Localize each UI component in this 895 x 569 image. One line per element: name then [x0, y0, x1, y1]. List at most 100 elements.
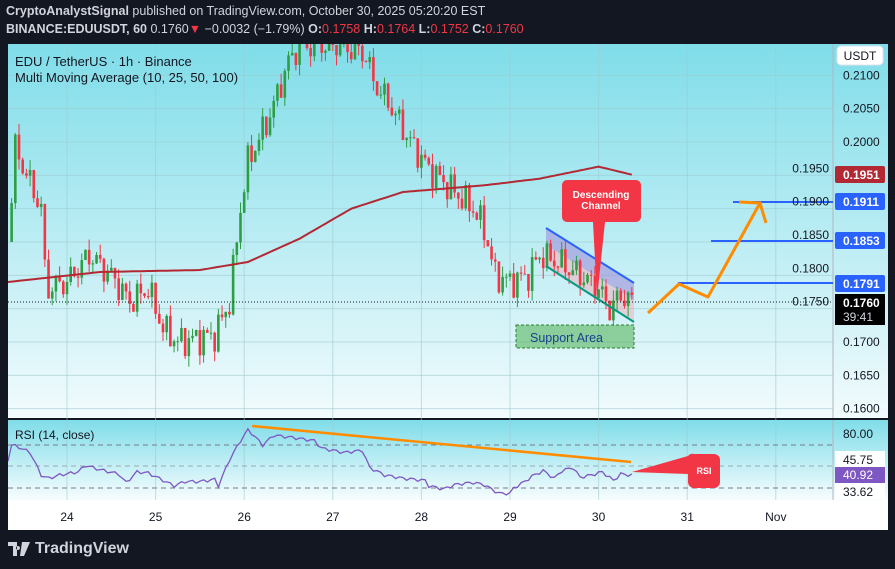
candle	[228, 311, 231, 315]
candle	[36, 198, 39, 208]
tradingview-logo[interactable]: TradingView	[8, 540, 129, 558]
candle	[21, 159, 24, 174]
level-tag-1	[835, 193, 885, 210]
projection-arrow[interactable]	[646, 202, 762, 315]
indicator-legend[interactable]: Multi Moving Average (10, 25, 50, 100)	[15, 70, 238, 85]
candle	[493, 259, 497, 262]
level-value-2: 0.1853	[843, 234, 880, 248]
channel-top-line[interactable]	[545, 227, 635, 284]
candle	[364, 61, 368, 63]
candle	[372, 57, 375, 82]
callout-text: Descending Channel	[573, 190, 630, 212]
support-area-box[interactable]	[515, 324, 635, 349]
rsi-divergence-line[interactable]	[251, 424, 632, 464]
candle	[575, 260, 578, 271]
candle	[497, 261, 501, 293]
candle	[412, 137, 416, 139]
candle	[106, 270, 109, 282]
candle	[317, 35, 320, 41]
candle	[394, 113, 397, 116]
candle	[571, 270, 575, 275]
publish-line: CryptoAnalystSignal published on Trading…	[6, 4, 485, 18]
candle	[154, 282, 157, 314]
rsi-line	[8, 427, 633, 496]
candle	[139, 283, 143, 294]
down-arrow-icon: ▼	[188, 22, 202, 36]
channel-bottom-line[interactable]	[545, 265, 635, 323]
candle	[349, 52, 353, 60]
candle	[272, 100, 276, 118]
candle	[471, 211, 475, 213]
candle	[239, 212, 242, 243]
candle	[342, 44, 346, 45]
price-pane[interactable]	[8, 44, 888, 418]
high-label: H:	[363, 22, 377, 36]
candle	[250, 145, 253, 162]
time-tick-label: 31	[681, 510, 695, 524]
candle	[279, 84, 283, 98]
candle	[17, 134, 21, 160]
low-label: L:	[418, 22, 431, 36]
rsi-legend[interactable]: RSI (14, close)	[15, 428, 94, 442]
time-tick-label: 24	[60, 510, 74, 524]
candle	[431, 164, 434, 188]
level-value-1: 0.1911	[843, 195, 879, 209]
candle	[442, 175, 445, 183]
time-tick-label: 25	[149, 510, 163, 524]
candle	[490, 246, 493, 260]
ma-price-value: 0.1951	[843, 168, 880, 182]
candle	[128, 291, 132, 304]
candle	[268, 117, 272, 136]
close-label: C:	[472, 22, 486, 36]
candle	[589, 274, 593, 276]
candle	[397, 109, 401, 114]
rsi-callout[interactable]	[632, 453, 720, 488]
candle	[586, 274, 589, 283]
candle	[54, 276, 58, 292]
candle	[386, 83, 390, 108]
time-axis[interactable]	[8, 500, 888, 530]
rsi-callout-text: RSI	[696, 466, 711, 476]
candle	[460, 198, 464, 209]
time-tick-label: Nov	[765, 510, 786, 524]
candle	[512, 273, 515, 298]
candle	[169, 315, 172, 347]
rsi-label-80: 80.00	[843, 427, 873, 441]
close-value: 0.1760	[485, 22, 524, 36]
candle	[110, 267, 113, 271]
candle	[449, 174, 453, 200]
candle	[416, 138, 420, 168]
candle	[47, 259, 50, 299]
candle	[453, 174, 456, 193]
brand-name: TradingView	[35, 540, 129, 557]
candle	[290, 52, 294, 56]
candle	[530, 257, 534, 291]
candle	[626, 292, 630, 307]
candle	[553, 260, 556, 267]
candle	[220, 314, 224, 318]
descending-channel-callout[interactable]	[562, 180, 641, 298]
candle	[434, 165, 438, 188]
candle	[209, 332, 213, 334]
candle	[523, 273, 527, 275]
symbol-line: BINANCE:EDUUSDT, 60 0.1760▼ −0.0032 (−1.…	[6, 22, 524, 36]
rsi-current-value: 40.92	[843, 468, 873, 482]
price-tick-label: 0.1600	[843, 402, 880, 416]
candle	[361, 45, 364, 62]
candle	[65, 282, 69, 295]
price-tags: 0.1951 0.1911 0.1853 0.1791 0.1760 39:41	[835, 166, 885, 325]
candle	[143, 293, 146, 296]
time-tick-label: 27	[326, 510, 340, 524]
candle	[39, 203, 43, 208]
candle	[604, 286, 608, 301]
author[interactable]: CryptoAnalystSignal	[6, 4, 129, 18]
candle	[623, 300, 626, 307]
currency-button[interactable]	[836, 45, 884, 66]
candle	[427, 157, 431, 165]
candle	[464, 185, 467, 209]
rsi-label-ma: 45.75	[843, 453, 873, 467]
time-tick-label: 26	[238, 510, 252, 524]
price-tick-label: 0.1650	[843, 368, 880, 382]
candle	[87, 249, 91, 265]
